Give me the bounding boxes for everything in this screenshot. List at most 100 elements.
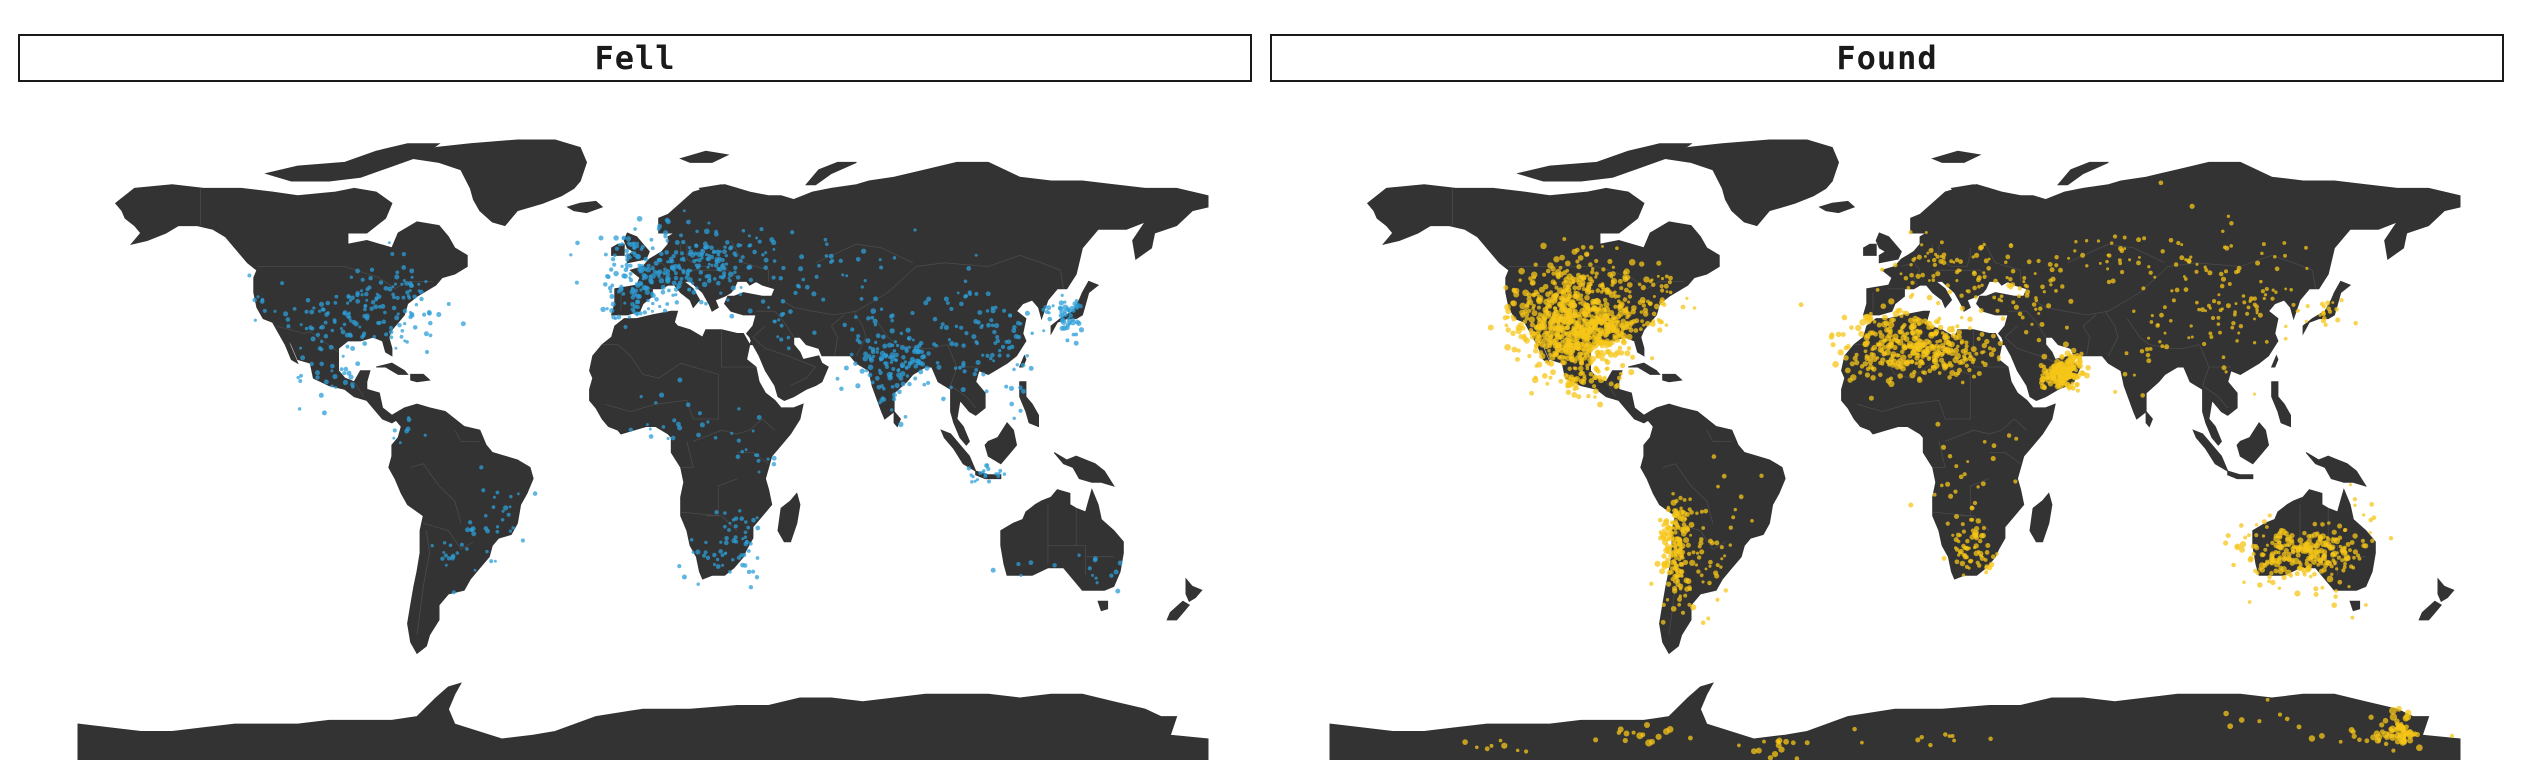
meteorite-point: [638, 311, 643, 316]
meteorite-point: [2281, 574, 2287, 581]
meteorite-point: [1845, 343, 1851, 350]
meteorite-point: [1553, 306, 1558, 311]
meteorite-point: [710, 263, 714, 267]
meteorite-point: [273, 309, 277, 313]
country-border: [2032, 254, 2316, 316]
meteorite-point: [2030, 322, 2034, 326]
world-map-fell: [77, 139, 1209, 760]
meteorite-point: [253, 318, 257, 322]
meteorite-point: [1558, 301, 1565, 308]
meteorite-point: [1960, 380, 1965, 385]
meteorite-point: [1919, 734, 1924, 740]
meteorite-point: [2335, 317, 2341, 323]
meteorite-point: [2304, 245, 2308, 250]
meteorite-point: [1885, 359, 1890, 364]
country-border: [705, 515, 738, 531]
meteorite-point: [1703, 508, 1709, 514]
meteorite-point: [648, 274, 653, 279]
meteorite-point: [1945, 283, 1950, 288]
meteorite-point: [315, 375, 320, 380]
meteorite-point: [1044, 309, 1050, 315]
meteorite-point: [2364, 738, 2370, 744]
meteorite-point: [2282, 241, 2287, 245]
meteorite-point: [994, 323, 1000, 329]
meteorite-point: [569, 253, 573, 257]
meteorite-point: [2356, 553, 2361, 558]
meteorite-point: [2313, 586, 2319, 592]
country-border: [752, 325, 817, 386]
meteorite-point: [1561, 327, 1566, 333]
meteorite-point: [1892, 262, 1898, 268]
meteorite-point: [2339, 298, 2344, 303]
meteorite-point: [1990, 333, 1996, 339]
meteorite-point: [2218, 271, 2224, 277]
meteorite-point: [751, 517, 756, 523]
meteorite-point: [1586, 306, 1591, 312]
meteorite-point: [1975, 518, 1982, 524]
meteorite-point: [1954, 546, 1958, 550]
country-border: [1662, 463, 1714, 524]
meteorite-point: [958, 365, 962, 370]
meteorite-point: [964, 331, 969, 336]
facet-strip-found: Found: [1270, 34, 2504, 82]
meteorite-point: [2326, 560, 2333, 567]
meteorite-point: [788, 309, 793, 314]
meteorite-point: [639, 267, 645, 273]
meteorite-point: [907, 381, 912, 387]
meteorite-point: [2010, 268, 2016, 274]
meteorite-point: [1982, 350, 1986, 354]
meteorite-point: [2338, 739, 2343, 744]
meteorite-point: [1681, 510, 1688, 517]
country-border: [1945, 418, 2028, 442]
meteorite-point: [2242, 300, 2247, 305]
meteorite-point: [1750, 518, 1754, 523]
meteorite-point: [635, 241, 640, 246]
meteorite-point: [2242, 580, 2246, 585]
meteorite-point: [632, 292, 637, 297]
meteorite-point: [1927, 259, 1931, 263]
meteorite-point: [992, 329, 997, 335]
meteorite-point: [863, 351, 869, 357]
meteorite-point: [824, 254, 829, 258]
meteorite-point: [1936, 320, 1941, 324]
meteorite-point: [630, 301, 635, 307]
meteorite-point: [853, 315, 858, 319]
meteorite-point: [1964, 363, 1969, 368]
meteorite-point: [1776, 737, 1783, 744]
meteorite-point: [451, 590, 456, 595]
meteorite-point: [2017, 286, 2023, 291]
meteorite-point: [1755, 747, 1762, 754]
meteorite-point: [1840, 332, 1846, 337]
meteorite-point: [2195, 262, 2199, 266]
meteorite-point: [2416, 744, 2423, 752]
meteorite-point: [2306, 566, 2310, 571]
meteorite-point: [446, 301, 451, 307]
meteorite-point: [2160, 344, 2165, 349]
meteorite-point: [1887, 321, 1895, 329]
meteorite-point: [2024, 292, 2030, 298]
meteorite-point: [2401, 736, 2407, 742]
meteorite-point: [625, 257, 630, 262]
meteorite-point: [779, 323, 784, 328]
meteorite-point: [738, 509, 742, 513]
meteorite-point: [2136, 260, 2141, 266]
landmass-eurasia: [1862, 161, 2461, 446]
meteorite-point: [346, 370, 352, 376]
meteorite-point: [1771, 750, 1779, 758]
meteorite-point: [2291, 302, 2296, 307]
meteorite-point: [814, 274, 819, 279]
meteorite-point: [1559, 254, 1565, 261]
landmass-arctic-islands: [1516, 143, 1693, 182]
meteorite-point: [1854, 360, 1860, 366]
meteorite-point: [653, 260, 659, 266]
meteorite-point: [1587, 335, 1592, 341]
meteorite-point: [639, 288, 643, 292]
meteorite-point: [719, 540, 723, 544]
meteorite-point: [2394, 732, 2401, 739]
meteorite-point: [748, 277, 754, 283]
meteorite-point: [1915, 737, 1921, 743]
meteorite-point: [2261, 534, 2266, 538]
meteorite-point: [1869, 311, 1873, 316]
meteorite-point: [609, 290, 613, 294]
meteorite-point: [2257, 312, 2263, 318]
